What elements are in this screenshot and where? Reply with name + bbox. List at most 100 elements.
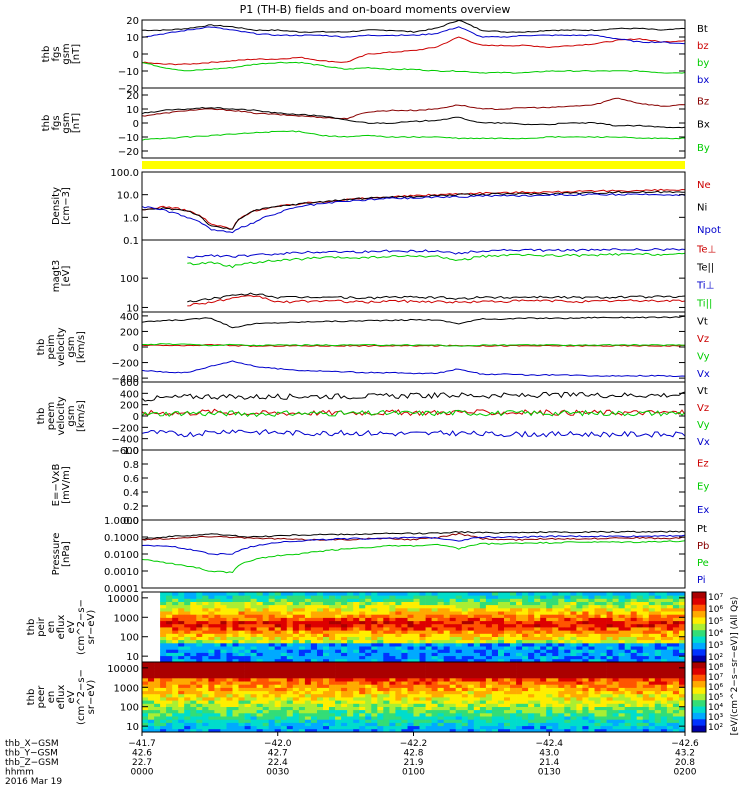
heatmap-cell xyxy=(377,700,383,704)
heatmap-cell xyxy=(655,713,661,717)
heatmap-cell xyxy=(462,700,468,704)
heatmap-cell xyxy=(486,656,492,660)
heatmap-cell xyxy=(564,688,570,692)
heatmap-cell xyxy=(353,710,359,714)
heatmap-cell xyxy=(474,665,480,669)
heatmap-cell xyxy=(492,640,498,644)
heatmap-cell xyxy=(444,700,450,704)
heatmap-cell xyxy=(395,649,401,653)
heatmap-cell xyxy=(220,602,226,606)
heatmap-cell xyxy=(474,618,480,622)
heatmap-cell xyxy=(619,700,625,704)
heatmap-cell xyxy=(335,592,341,596)
heatmap-cell xyxy=(414,624,420,628)
heatmap-cell xyxy=(589,611,595,615)
heatmap-cell xyxy=(202,726,208,730)
heatmap-cell xyxy=(220,640,226,644)
heatmap-cell xyxy=(214,605,220,609)
x-tick-label: −41.7 xyxy=(128,739,156,749)
heatmap-cell xyxy=(570,665,576,669)
heatmap-cell xyxy=(486,646,492,650)
heatmap-cell xyxy=(450,627,456,631)
heatmap-cell xyxy=(239,618,245,622)
heatmap-cell xyxy=(438,611,444,615)
heatmap-cell xyxy=(166,691,172,695)
heatmap-cell xyxy=(317,707,323,711)
heatmap-cell xyxy=(480,719,486,723)
heatmap-cell xyxy=(468,723,474,727)
heatmap-cell xyxy=(673,716,679,720)
heatmap-cell xyxy=(673,694,679,698)
heatmap-cell xyxy=(498,592,504,596)
heatmap-cell xyxy=(679,713,685,717)
heatmap-cell xyxy=(661,624,667,628)
heatmap-cell xyxy=(552,726,558,730)
heatmap-cell xyxy=(516,611,522,615)
heatmap-cell xyxy=(293,643,299,647)
heatmap-cell xyxy=(196,665,202,669)
heatmap-cell xyxy=(619,675,625,679)
heatmap-cell xyxy=(661,608,667,612)
heatmap-cell xyxy=(462,668,468,672)
heatmap-cell xyxy=(317,713,323,717)
heatmap-cell xyxy=(383,688,389,692)
heatmap-cell xyxy=(576,681,582,685)
heatmap-cell xyxy=(160,621,166,625)
heatmap-cell xyxy=(353,602,359,606)
heatmap-cell xyxy=(359,649,365,653)
heatmap-cell xyxy=(414,602,420,606)
heatmap-cell xyxy=(365,703,371,707)
heatmap-cell xyxy=(365,646,371,650)
heatmap-cell xyxy=(540,637,546,641)
heatmap-cell xyxy=(625,611,631,615)
heatmap-cell xyxy=(408,646,414,650)
heatmap-cell xyxy=(576,710,582,714)
heatmap-cell xyxy=(504,598,510,602)
heatmap-cell xyxy=(546,646,552,650)
heatmap-cell xyxy=(359,719,365,723)
heatmap-cell xyxy=(528,608,534,612)
heatmap-cell xyxy=(444,630,450,634)
heatmap-cell xyxy=(275,643,281,647)
heatmap-cell xyxy=(178,700,184,704)
heatmap-cell xyxy=(160,653,166,657)
heatmap-cell xyxy=(341,646,347,650)
heatmap-cell xyxy=(492,611,498,615)
heatmap-cell xyxy=(257,681,263,685)
heatmap-cell xyxy=(196,637,202,641)
heatmap-cell xyxy=(552,649,558,653)
heatmap-cell xyxy=(401,605,407,609)
heatmap-cell xyxy=(649,694,655,698)
heatmap-cell xyxy=(522,633,528,637)
heatmap-cell xyxy=(257,710,263,714)
heatmap-cell xyxy=(178,678,184,682)
heatmap-cell xyxy=(172,668,178,672)
heatmap-cell xyxy=(190,627,196,631)
heatmap-cell xyxy=(619,637,625,641)
heatmap-cell xyxy=(251,700,257,704)
heatmap-cell xyxy=(540,621,546,625)
heatmap-cell xyxy=(227,697,233,701)
heatmap-cell xyxy=(570,624,576,628)
heatmap-cell xyxy=(522,665,528,669)
heatmap-cell xyxy=(341,700,347,704)
heatmap-cell xyxy=(492,713,498,717)
heatmap-cell xyxy=(371,653,377,657)
heatmap-cell xyxy=(377,716,383,720)
heatmap-cell xyxy=(281,630,287,634)
heatmap-cell xyxy=(166,602,172,606)
heatmap-cell xyxy=(220,621,226,625)
heatmap-cell xyxy=(365,723,371,727)
heatmap-cell xyxy=(172,608,178,612)
heatmap-cell xyxy=(486,649,492,653)
heatmap-cell xyxy=(220,646,226,650)
heatmap-cell xyxy=(208,678,214,682)
heatmap-cell xyxy=(257,633,263,637)
heatmap-cell xyxy=(178,662,184,666)
colorbar-segment xyxy=(692,687,706,694)
heatmap-cell xyxy=(347,627,353,631)
heatmap-cell xyxy=(281,700,287,704)
heatmap-cell xyxy=(395,675,401,679)
heatmap-cell xyxy=(251,618,257,622)
heatmap-cell xyxy=(401,700,407,704)
